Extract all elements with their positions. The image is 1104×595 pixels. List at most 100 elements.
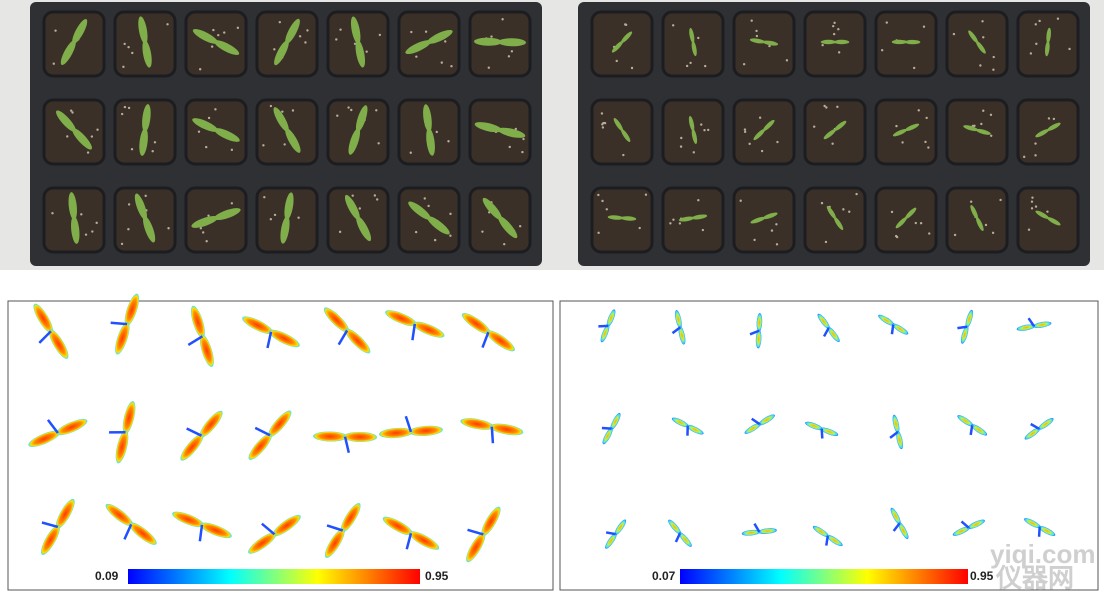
tray-cell: [1016, 98, 1080, 166]
heatmap-panel: [559, 300, 1099, 591]
seedling-leaf: [1046, 217, 1061, 226]
soil-speck: [924, 140, 927, 144]
leaf-blade: [412, 321, 445, 338]
leaf-stem: [598, 324, 609, 328]
soil-speck: [71, 111, 74, 114]
soil-speck: [521, 150, 524, 154]
seedling-leaf: [139, 128, 148, 156]
soil-speck: [353, 42, 357, 45]
seedling-leaf: [214, 208, 241, 221]
seedling-leaf: [60, 40, 76, 66]
leaf-stem: [892, 522, 901, 532]
leaf-stem: [671, 326, 681, 335]
soil-speck: [775, 223, 778, 226]
leaf-heatmap: [744, 414, 775, 434]
seedling-leaf: [976, 40, 986, 54]
soil-speck: [1047, 117, 1051, 120]
leaf-stem: [38, 330, 52, 344]
leaf-blade: [890, 507, 901, 525]
soil-speck: [281, 110, 284, 113]
soil-speck: [127, 227, 130, 231]
soil-speck: [823, 104, 826, 108]
leaf-blade: [678, 532, 692, 547]
seedling-leaf: [142, 104, 151, 132]
leaf-stem: [46, 419, 59, 434]
soil-speck: [236, 26, 240, 30]
seedling-leaf: [820, 39, 837, 45]
soil-speck: [776, 140, 779, 144]
soil-speck: [671, 24, 675, 27]
soil-speck: [1031, 196, 1034, 199]
soil-speck: [205, 239, 208, 243]
soil-speck: [273, 213, 277, 217]
leaf-blade: [28, 430, 60, 447]
leaf-stem: [969, 425, 974, 436]
leaf-blade: [248, 532, 277, 554]
soil-speck: [912, 66, 916, 70]
soil-speck: [52, 62, 55, 65]
leaf-heatmap: [890, 507, 909, 539]
leaf-stem: [109, 430, 126, 434]
soil-speck: [449, 212, 452, 216]
leaf-stem: [110, 321, 128, 326]
soil-speck: [820, 201, 824, 205]
leaf-blade: [1038, 525, 1056, 536]
colorbar-min-label: 0.07: [652, 569, 676, 583]
soil-speck: [630, 66, 634, 70]
soil-speck: [501, 18, 504, 21]
soil-speck: [836, 105, 839, 109]
seedling-leaf: [474, 37, 502, 46]
leaf-heatmap: [33, 303, 69, 359]
soil-speck: [1027, 228, 1031, 231]
leaf-stem: [481, 331, 490, 349]
leaf-blade: [1024, 427, 1041, 440]
soil-speck: [989, 113, 993, 117]
soil-speck: [423, 197, 426, 200]
tray-cell: [945, 98, 1009, 166]
leaf-blade: [744, 423, 761, 434]
leaf-heatmap: [187, 305, 214, 367]
soil-speck: [919, 221, 923, 225]
soil-speck: [262, 144, 265, 147]
colorbar-max-label: 0.95: [970, 569, 994, 583]
soil-speck: [223, 31, 226, 34]
leaf-heatmap: [460, 418, 524, 444]
seedling-leaf: [621, 128, 631, 143]
soil-speck: [982, 36, 985, 39]
soil-speck: [743, 130, 747, 134]
leaf-blade: [1024, 518, 1041, 529]
soil-speck: [304, 41, 307, 44]
leaf-blade: [668, 519, 682, 535]
soil-speck: [605, 208, 608, 211]
seedling-leaf: [833, 120, 847, 131]
soil-speck: [207, 116, 211, 120]
soil-speck: [1035, 42, 1038, 46]
soil-speck: [831, 142, 834, 145]
leaf-blade: [172, 511, 204, 528]
soil-speck: [373, 194, 377, 197]
soil-speck: [928, 232, 931, 235]
leaf-blade: [758, 528, 777, 534]
soil-speck: [212, 28, 215, 32]
soil-speck: [669, 222, 672, 225]
soil-speck: [755, 29, 758, 33]
leaf-blade: [826, 534, 843, 547]
soil-speck: [338, 230, 342, 234]
soil-speck: [914, 221, 917, 225]
leaf-blade: [129, 522, 157, 545]
leaf-heatmap: [817, 313, 840, 343]
seedling-leaf: [356, 216, 372, 242]
leaf-blade: [199, 334, 214, 367]
leaf-stem: [198, 524, 204, 542]
soil-speck: [697, 198, 700, 202]
soil-speck: [440, 61, 443, 64]
soil-speck: [1029, 52, 1033, 55]
seedling-leaf: [280, 216, 290, 244]
leaf-stem: [674, 532, 682, 543]
tray-cell: [590, 186, 654, 254]
seedling-leaf: [975, 128, 991, 135]
soil-speck: [503, 242, 506, 246]
leaf-blade: [965, 309, 974, 328]
leaf-stem: [266, 331, 273, 349]
leaf-blade: [269, 329, 300, 348]
